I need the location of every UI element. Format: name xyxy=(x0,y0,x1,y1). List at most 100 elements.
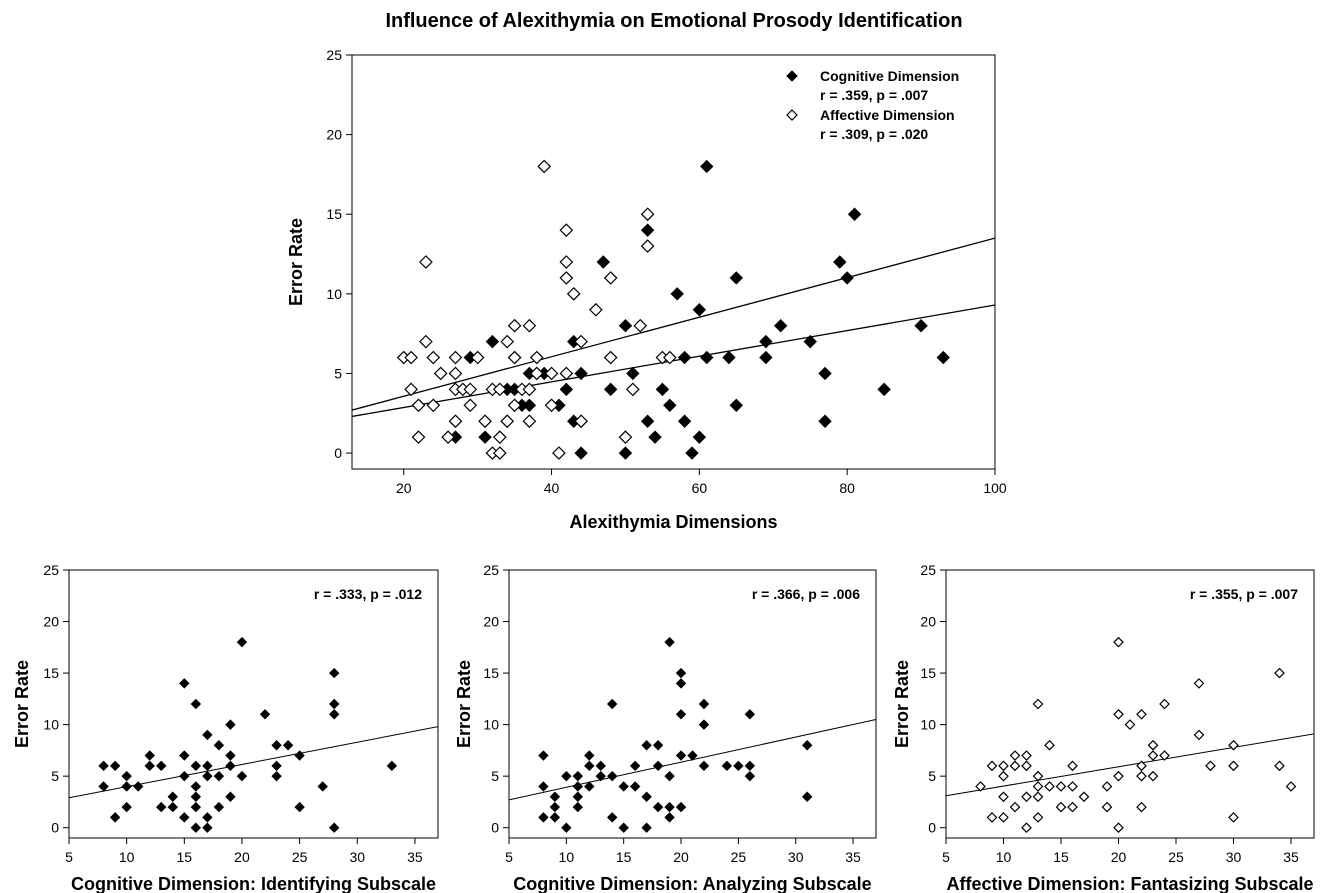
data-point xyxy=(1101,801,1113,813)
data-point xyxy=(225,719,236,730)
fit-line xyxy=(946,733,1314,797)
affective-point xyxy=(411,398,426,413)
cognitive-point xyxy=(914,318,928,333)
data-point xyxy=(584,781,595,792)
data-point xyxy=(156,801,167,813)
data-point xyxy=(1032,698,1044,710)
data-point xyxy=(1274,667,1285,679)
y-tick-label: 25 xyxy=(483,562,499,578)
data-point xyxy=(1044,781,1055,792)
x-tick-label: 30 xyxy=(1226,849,1242,865)
data-point xyxy=(998,812,1009,823)
data-point xyxy=(109,812,121,823)
data-point xyxy=(1285,781,1297,792)
data-point xyxy=(225,750,236,761)
data-point xyxy=(572,781,584,792)
y-tick-label: 25 xyxy=(920,562,936,578)
cognitive-point xyxy=(603,382,618,397)
affective-point xyxy=(448,350,463,365)
cognitive-point xyxy=(655,382,670,397)
cognitive-point xyxy=(485,334,500,349)
data-point xyxy=(618,822,629,833)
plot-frame xyxy=(351,54,996,470)
data-point xyxy=(698,698,710,710)
data-point xyxy=(1136,760,1147,772)
y-tick-label: 5 xyxy=(334,365,342,381)
data-point xyxy=(698,760,710,772)
data-point xyxy=(1124,719,1136,730)
legend-marker xyxy=(786,109,798,121)
affective-point xyxy=(404,350,418,365)
data-point xyxy=(641,822,652,833)
cognitive-point xyxy=(640,414,655,428)
affective-point xyxy=(662,350,677,365)
data-point xyxy=(652,760,664,772)
cognitive-point xyxy=(596,255,610,269)
y-tick-label: 0 xyxy=(491,820,499,836)
data-point xyxy=(225,760,236,772)
y-tick-label: 5 xyxy=(491,768,499,784)
y-tick-label: 5 xyxy=(51,768,59,784)
cognitive-point xyxy=(670,287,684,301)
affective-point xyxy=(500,414,515,429)
data-point xyxy=(329,698,340,710)
data-point xyxy=(1147,750,1159,761)
x-tick-label: 15 xyxy=(177,849,193,865)
data-point xyxy=(190,781,202,792)
data-point xyxy=(1078,791,1090,803)
affective-point xyxy=(566,286,581,301)
data-point xyxy=(998,791,1009,803)
cognitive-point xyxy=(729,398,744,413)
x-axis-label: Alexithymia Dimensions xyxy=(569,512,777,532)
cognitive-point xyxy=(759,334,773,349)
data-point xyxy=(1009,750,1021,761)
data-point xyxy=(1067,760,1078,772)
data-point xyxy=(329,709,340,720)
data-point xyxy=(675,678,687,689)
affective-point xyxy=(574,414,588,429)
figure-title: Influence of Alexithymia on Emotional Pr… xyxy=(385,10,962,32)
affective-point xyxy=(478,414,492,429)
data-point xyxy=(629,760,641,772)
affective-point xyxy=(618,430,633,445)
y-tick-label: 0 xyxy=(51,820,59,836)
fit-line-affective xyxy=(352,304,995,418)
data-point xyxy=(1193,678,1205,689)
y-tick-label: 0 xyxy=(928,820,936,836)
data-point xyxy=(236,636,248,648)
data-point xyxy=(259,709,271,720)
correlation-stat: r = .355, p = .007 xyxy=(1190,586,1298,602)
y-tick-label: 25 xyxy=(326,47,342,63)
affective-point xyxy=(463,382,478,397)
data-point xyxy=(225,791,236,802)
correlation-stat: r = .366, p = .006 xyxy=(752,586,860,602)
affective-point xyxy=(559,366,574,381)
y-tick-label: 15 xyxy=(43,665,59,681)
data-point xyxy=(179,750,190,761)
x-tick-label: 5 xyxy=(65,849,73,865)
cognitive-point xyxy=(700,350,714,365)
data-point xyxy=(744,760,756,772)
data-point xyxy=(294,801,305,813)
cognitive-point xyxy=(618,318,633,333)
data-point xyxy=(975,781,986,792)
data-point xyxy=(190,791,202,802)
affective-point xyxy=(492,446,507,460)
data-point xyxy=(561,770,572,782)
y-tick-label: 10 xyxy=(326,286,342,302)
affective-point xyxy=(544,398,559,413)
y-tick-label: 20 xyxy=(326,127,342,143)
data-point xyxy=(652,801,664,813)
data-point xyxy=(549,791,561,802)
y-axis-label: Error Rate xyxy=(454,660,474,748)
x-tick-label: 100 xyxy=(983,480,1007,496)
data-point xyxy=(607,770,618,782)
affective-point xyxy=(419,334,433,349)
x-tick-label: 5 xyxy=(505,849,513,865)
data-point xyxy=(236,770,248,782)
data-point xyxy=(1032,781,1044,792)
affective-point xyxy=(544,366,559,381)
data-point xyxy=(721,760,733,772)
data-point xyxy=(190,822,202,833)
